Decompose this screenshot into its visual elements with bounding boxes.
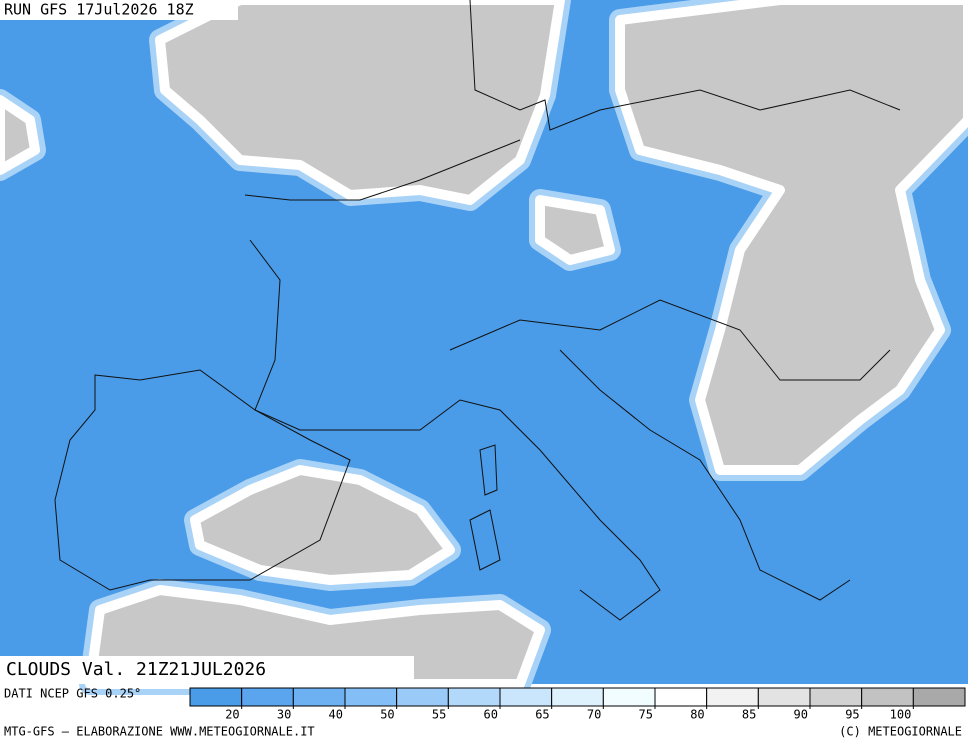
legend-label: 70 bbox=[587, 708, 601, 722]
map-caption: CLOUDS Val. 21Z21JUL2026 bbox=[6, 659, 266, 680]
legend-label: 85 bbox=[742, 708, 756, 722]
legend-label: 80 bbox=[690, 708, 704, 722]
footer-copyright: (C) METEOGIORNALE bbox=[839, 725, 962, 739]
legend-swatch bbox=[602, 687, 656, 707]
footer-credit: MTG-GFS — ELABORAZIONE WWW.METEOGIORNALE… bbox=[4, 725, 315, 739]
legend-label: 50 bbox=[380, 708, 394, 722]
legend-label: 55 bbox=[432, 708, 446, 722]
legend-label: 60 bbox=[484, 708, 498, 722]
legend-swatch bbox=[912, 687, 966, 707]
legend-swatch bbox=[344, 687, 398, 707]
clouds bbox=[0, 0, 968, 695]
legend-swatch bbox=[499, 687, 553, 707]
legend-swatch bbox=[189, 687, 243, 707]
caption-box bbox=[0, 656, 414, 684]
run-box bbox=[0, 0, 238, 20]
legend-swatch bbox=[706, 687, 759, 707]
legend-swatch bbox=[757, 687, 811, 707]
legend-swatch bbox=[447, 687, 501, 707]
coastlines bbox=[54, 0, 901, 621]
legend-label: 90 bbox=[794, 708, 808, 722]
legend-swatch bbox=[551, 687, 604, 707]
legend: 20 30 40 50 55 60 65 70 75 80 85 90 95 100 bbox=[189, 687, 966, 722]
legend-label: 100 bbox=[890, 708, 912, 722]
legend-label: 95 bbox=[845, 708, 859, 722]
legend-swatch bbox=[809, 687, 863, 707]
legend-label: 75 bbox=[639, 708, 653, 722]
legend-label: 40 bbox=[329, 708, 343, 722]
legend-swatch bbox=[861, 687, 914, 707]
run-label: RUN GFS 17Jul2026 18Z bbox=[4, 1, 194, 19]
legend-swatch bbox=[241, 687, 294, 707]
legend-swatch bbox=[396, 687, 449, 707]
legend-swatch bbox=[654, 687, 708, 707]
legend-label: 65 bbox=[535, 708, 549, 722]
legend-label: 30 bbox=[277, 708, 291, 722]
legend-swatch bbox=[292, 687, 346, 707]
legend-title: DATI NCEP GFS 0.25° bbox=[4, 687, 141, 701]
legend-label: 20 bbox=[225, 708, 239, 722]
